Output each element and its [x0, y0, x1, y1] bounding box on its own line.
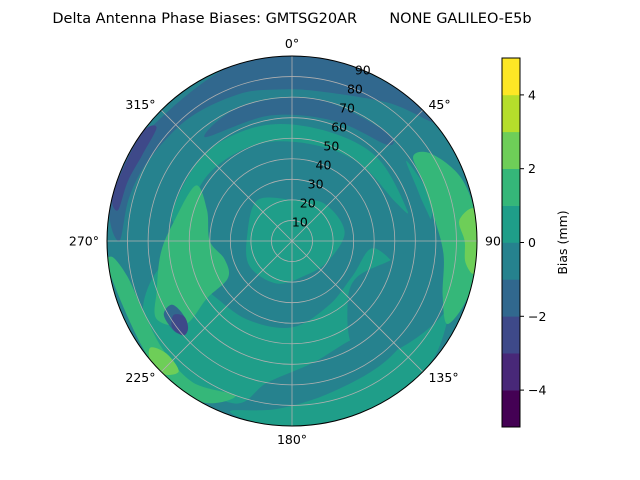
colorbar-swatch-10 — [502, 58, 520, 96]
radial-tick-label-10: 10 — [292, 215, 308, 230]
contour-region-14 — [112, 125, 157, 211]
angular-gridline-135 — [291, 240, 424, 373]
colorbar-swatch-5 — [502, 242, 520, 280]
colorbar-tick-label: −4 — [528, 383, 546, 398]
colorbar-tick-label: −2 — [528, 309, 546, 324]
angular-gridline-225 — [160, 240, 293, 373]
colorbar-ticks: −4 −2 0 2 4 — [520, 87, 546, 398]
colorbar-swatch-3 — [502, 316, 520, 354]
angle-tick-label-315: 315° — [125, 97, 155, 112]
radial-tick-label-70: 70 — [339, 101, 355, 116]
polar-frame — [106, 55, 478, 427]
angular-gridline-45 — [291, 109, 424, 242]
colorbar-swatch-1 — [502, 390, 520, 428]
angle-tick-label-45: 45° — [428, 97, 450, 112]
polar-plot-area: 0°45°90°135°180°225°270°315° 10203040506… — [69, 36, 507, 447]
colorbar-swatches — [502, 58, 520, 428]
colorbar-tick-label: 0 — [528, 235, 536, 250]
angle-tick-label-225: 225° — [125, 370, 155, 385]
radial-tick-label-30: 30 — [308, 177, 324, 192]
colorbar-label: Bias (mm) — [555, 210, 570, 274]
radial-tick-label-60: 60 — [331, 120, 347, 135]
contour-region-4 — [230, 160, 457, 426]
radial-tick-label-90: 90 — [355, 63, 371, 78]
angle-tick-label-0: 0° — [285, 36, 299, 51]
contour-region-7 — [413, 151, 477, 325]
radial-tick-labels: 10 20 30 40 50 60 70 80 90 — [292, 63, 371, 230]
colorbar-tick-label: 2 — [528, 161, 536, 176]
contour-region-11 — [109, 56, 434, 242]
contour-region-3 — [142, 248, 405, 404]
contour-region-15 — [171, 314, 189, 336]
radial-tick-label-50: 50 — [323, 139, 339, 154]
colorbar-swatch-2 — [502, 353, 520, 391]
angle-tick-label-135: 135° — [428, 370, 458, 385]
radial-tick-label-20: 20 — [300, 196, 316, 211]
colorbar: −4 −2 0 2 4 Bias (mm) — [501, 57, 570, 428]
chart-title: Delta Antenna Phase Biases: GMTSG20AR NO… — [52, 11, 531, 27]
colorbar-swatch-8 — [502, 131, 520, 169]
contour-region-6 — [154, 185, 230, 326]
radial-tick-label-80: 80 — [347, 82, 363, 97]
angle-tick-label-180: 180° — [277, 432, 307, 447]
contour-region-2 — [171, 123, 409, 224]
polar-grid — [107, 56, 477, 426]
colorbar-swatch-6 — [502, 205, 520, 243]
colorbar-swatch-7 — [502, 168, 520, 206]
radial-tick-label-40: 40 — [316, 158, 332, 173]
angle-tick-label-270: 270° — [69, 234, 99, 249]
colorbar-swatch-9 — [502, 94, 520, 133]
colorbar-swatch-4 — [502, 279, 520, 317]
contour-region-12 — [204, 97, 394, 146]
colorbar-tick-label: 4 — [528, 87, 536, 102]
angular-gridline-315 — [160, 109, 293, 242]
